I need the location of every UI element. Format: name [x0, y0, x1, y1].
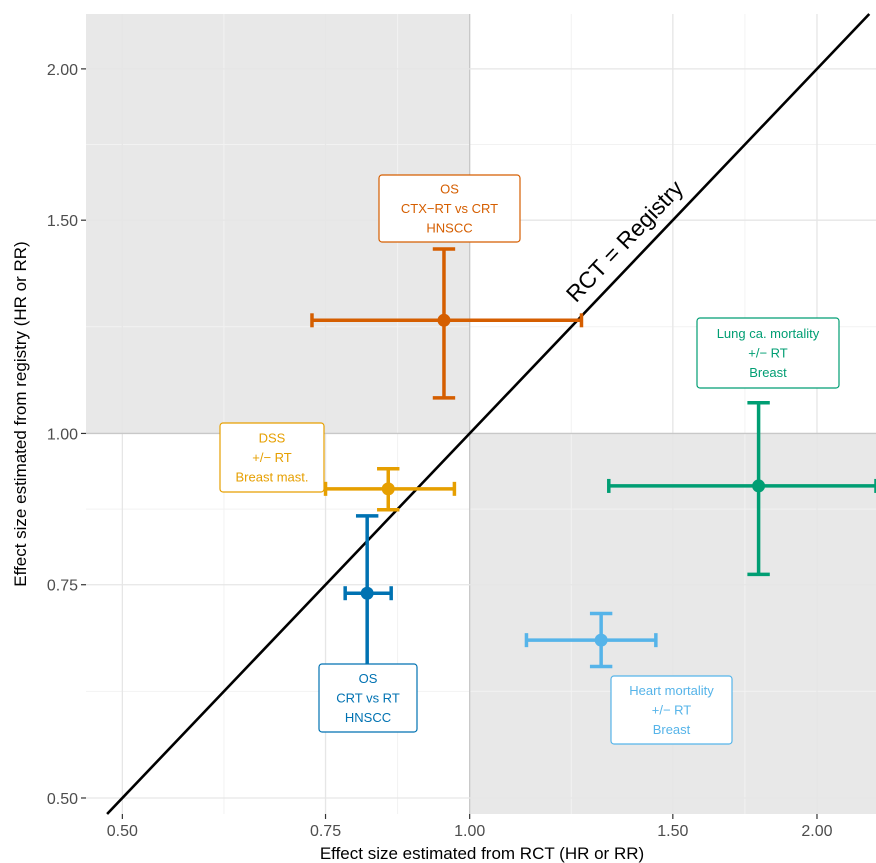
data-marks: [310, 247, 876, 675]
label-line: CRT vs RT: [336, 691, 400, 706]
label-line: CTX−RT vs CRT: [401, 201, 498, 216]
y-tick-label: 0.75: [47, 578, 78, 595]
y-axis-ticks: 0.50 0.75 1.00 1.50 2.00: [47, 62, 86, 808]
y-axis-title: Effect size estimated from registry (HR …: [11, 241, 30, 586]
y-tick-label: 0.50: [47, 791, 78, 808]
label-line: Breast mast.: [236, 470, 309, 485]
data-point-group: [343, 514, 393, 675]
point-label-box: Heart mortality +/− RT Breast: [610, 675, 733, 745]
x-axis-ticks: 0.50 0.75 1.00 1.50 2.00: [107, 814, 833, 840]
point-labels: OS CTX−RT vs CRT HNSCC Lung ca. mortality +/…: [219, 174, 840, 745]
identity-line: [106, 13, 871, 815]
label-line: +/− RT: [652, 703, 692, 718]
label-line: OS: [359, 671, 378, 686]
y-tick-label: 2.00: [47, 62, 78, 79]
y-tick-label: 1.50: [47, 213, 78, 230]
grid-lines: [86, 14, 876, 814]
label-line: +/− RT: [748, 346, 788, 361]
label-line: Breast: [653, 722, 691, 737]
x-axis-title: Effect size estimated from RCT (HR or RR…: [320, 844, 644, 863]
x-tick-label: 0.75: [310, 823, 341, 840]
x-tick-label: 1.00: [454, 823, 485, 840]
point-label-box: OS CTX−RT vs CRT HNSCC: [378, 174, 521, 243]
data-point-group: [310, 247, 584, 400]
point-label-box: DSS +/− RT Breast mast.: [219, 422, 325, 493]
label-line: DSS: [259, 431, 286, 446]
data-point: [594, 633, 608, 647]
label-box-frame: [378, 174, 521, 243]
y-tick-label: 1.00: [47, 426, 78, 443]
label-line: Breast: [749, 365, 787, 380]
data-point-group: [323, 467, 457, 512]
label-box-frame: [219, 422, 325, 493]
point-label-box: Lung ca. mortality +/− RT Breast: [696, 317, 840, 389]
x-tick-label: 2.00: [801, 823, 832, 840]
label-line: Lung ca. mortality: [717, 326, 820, 341]
data-point-group: [524, 611, 658, 669]
label-line: HNSCC: [426, 221, 472, 236]
label-box-frame: [696, 317, 840, 389]
label-line: OS: [440, 182, 459, 197]
label-line: Heart mortality: [629, 683, 714, 698]
data-point: [752, 479, 766, 493]
label-line: +/− RT: [252, 450, 292, 465]
x-tick-label: 1.50: [657, 823, 688, 840]
label-box-frame: [610, 675, 733, 745]
data-point: [360, 586, 374, 600]
data-point-group: [607, 401, 876, 577]
x-tick-label: 0.50: [107, 823, 138, 840]
label-line: HNSCC: [345, 710, 391, 725]
label-box-frame: [318, 663, 418, 733]
data-point: [437, 313, 451, 327]
point-label-box: OS CRT vs RT HNSCC: [318, 663, 418, 733]
data-point: [381, 482, 395, 496]
